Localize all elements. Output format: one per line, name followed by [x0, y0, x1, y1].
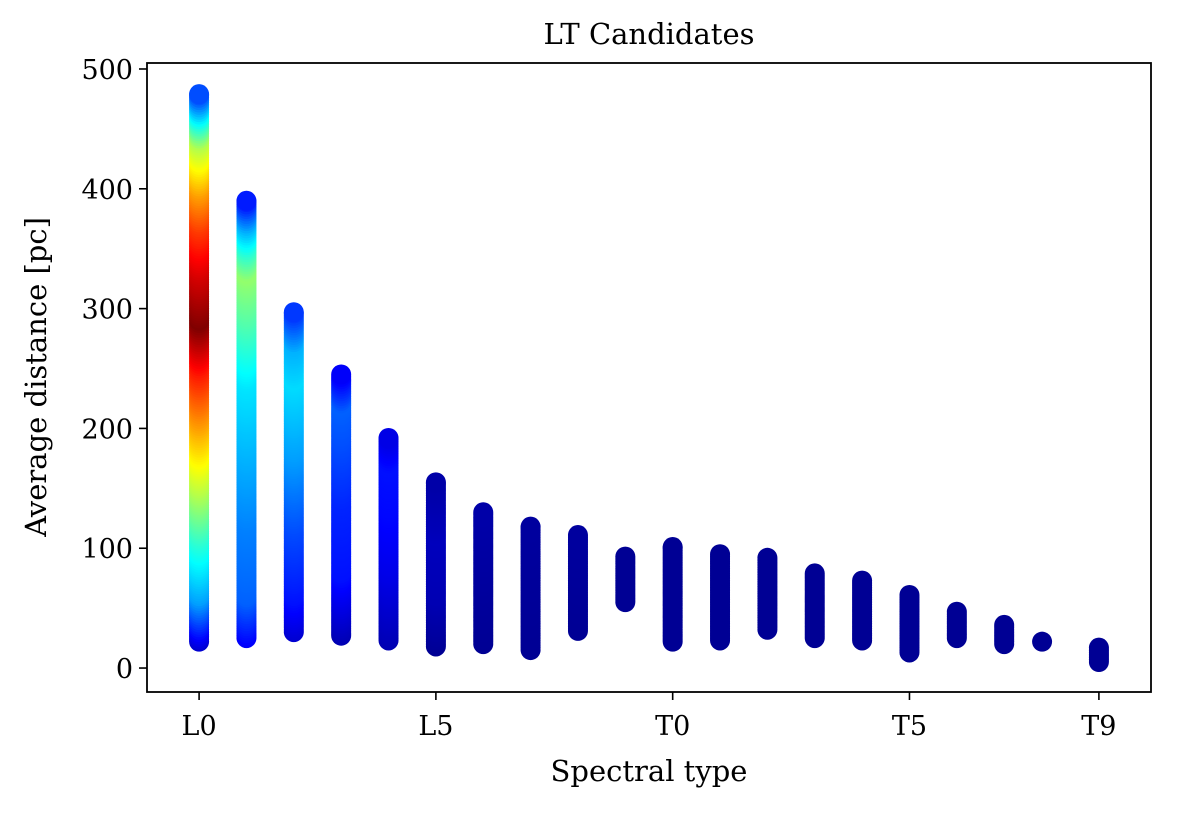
series-t2: [757, 547, 778, 640]
x-tick-label: T0: [655, 711, 690, 742]
x-tick-label: T5: [892, 711, 927, 742]
series-t7: [994, 614, 1015, 655]
data-point: [662, 537, 683, 558]
y-tick-label: 400: [81, 175, 133, 206]
data-point: [331, 364, 352, 385]
x-tick-label: L0: [182, 711, 217, 742]
data-point: [520, 516, 541, 537]
x-tick-label: T9: [1081, 711, 1116, 742]
series-t3: [804, 563, 825, 649]
y-tick-label: 500: [81, 55, 133, 86]
data-point: [852, 570, 873, 591]
y-axis-label: Average distance [pc]: [19, 217, 53, 538]
data-point: [899, 584, 920, 605]
series-l5: [425, 472, 446, 657]
x-tick-label: L5: [418, 711, 453, 742]
plot-frame: [146, 62, 1152, 693]
series-l4: [378, 428, 399, 651]
series-t9: [1088, 637, 1109, 673]
series-t6: [946, 601, 967, 649]
data-point: [473, 502, 494, 523]
data-point: [804, 563, 825, 584]
data-point: [236, 190, 257, 211]
data-point: [994, 614, 1015, 635]
series-t4: [852, 570, 873, 651]
series-l7: [520, 516, 541, 661]
series-l2: [283, 302, 304, 643]
data-point: [1032, 631, 1053, 652]
data-point: [615, 546, 636, 567]
series-t0: [662, 537, 683, 652]
series-l6: [473, 502, 494, 655]
series-l9: [615, 546, 636, 613]
y-tick-label: 300: [81, 295, 133, 326]
data-point: [946, 601, 967, 622]
data-point: [378, 428, 399, 448]
data-point: [710, 544, 731, 565]
data-point: [425, 472, 446, 493]
data-point: [567, 525, 588, 546]
y-tick-label: 0: [116, 654, 133, 685]
data-point: [189, 84, 210, 105]
data-points: [189, 84, 1109, 673]
data-point: [1088, 637, 1109, 658]
series-l8: [567, 525, 588, 641]
series-l0: [189, 84, 210, 652]
chart-title: LT Candidates: [543, 17, 754, 51]
series-t1: [710, 544, 731, 651]
data-point: [283, 302, 304, 323]
y-tick-label: 200: [81, 414, 133, 445]
series-t8: [1032, 631, 1053, 652]
x-axis-label: Spectral type: [551, 754, 748, 788]
axis-ticks: L0 L5 T0 T5 T9 0 100 200 300 400 500: [81, 55, 1116, 742]
series-l1: [236, 190, 257, 649]
y-tick-label: 100: [81, 534, 133, 565]
series-t5: [899, 584, 920, 663]
series-l3: [331, 364, 352, 646]
data-point: [757, 547, 778, 568]
